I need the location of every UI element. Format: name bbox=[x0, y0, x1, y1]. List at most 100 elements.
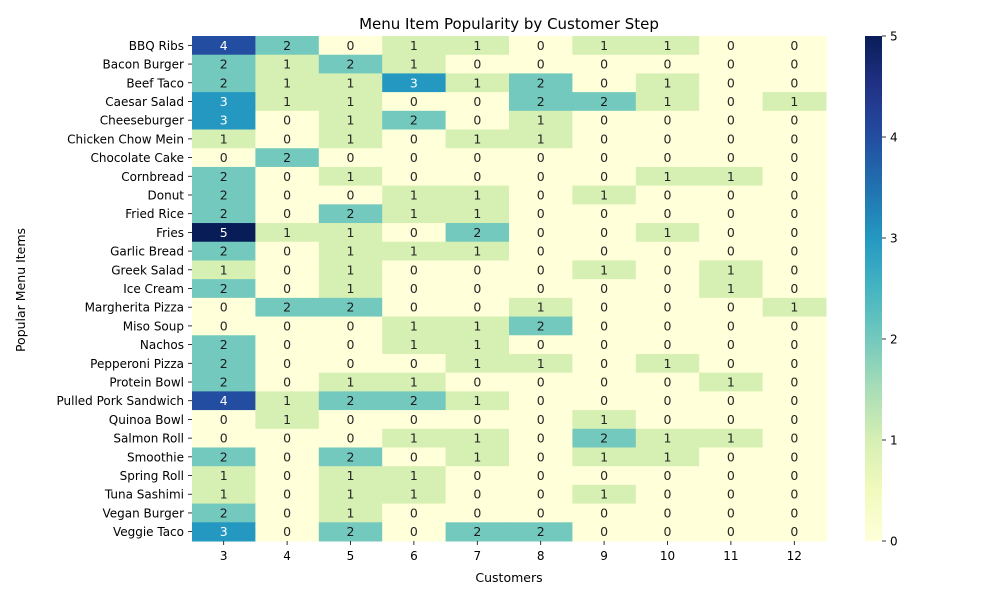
y-tick-labels: BBQ Ribs Bacon Burger Beef Taco Caesar Sala… bbox=[56, 39, 192, 539]
y-tick-label: BBQ Ribs bbox=[129, 39, 184, 53]
cell-value-label: 0 bbox=[220, 150, 228, 165]
heatmap-cell bbox=[382, 185, 447, 205]
cell-value-label: 0 bbox=[600, 113, 608, 128]
y-tick-label: Donut bbox=[148, 188, 185, 202]
cell-value-label: 0 bbox=[664, 113, 672, 128]
cell-value-label: 0 bbox=[347, 356, 355, 371]
cell-value-label: 2 bbox=[220, 75, 228, 90]
cell-value-label: 0 bbox=[664, 262, 672, 277]
heatmap-cell bbox=[445, 279, 510, 299]
cell-value-label: 4 bbox=[220, 393, 228, 408]
heatmap-cell bbox=[635, 241, 700, 261]
heatmap-cell bbox=[192, 522, 256, 542]
cell-value-label: 0 bbox=[537, 169, 545, 184]
cell-value-label: 0 bbox=[410, 262, 418, 277]
cell-value-label: 0 bbox=[537, 468, 545, 483]
heatmap-cell bbox=[699, 204, 764, 224]
cell-value-label: 0 bbox=[727, 318, 735, 333]
cell-value-label: 2 bbox=[347, 524, 355, 539]
cell-value-label: 2 bbox=[537, 524, 545, 539]
y-tick-label: Fried Rice bbox=[125, 207, 184, 221]
y-tick-label: Chicken Chow Mein bbox=[67, 132, 184, 146]
cell-value-label: 2 bbox=[220, 169, 228, 184]
cell-value-label: 1 bbox=[537, 113, 545, 128]
heatmap-cell bbox=[318, 410, 383, 430]
cell-value-label: 0 bbox=[473, 468, 481, 483]
cell-value-label: 0 bbox=[473, 113, 481, 128]
heatmap-cell bbox=[318, 148, 383, 168]
cell-value-label: 2 bbox=[220, 244, 228, 259]
colorbar-tick-label: 5 bbox=[890, 30, 898, 44]
heatmap-cell bbox=[318, 316, 383, 336]
heatmap-cell bbox=[192, 503, 256, 523]
heatmap-cell bbox=[509, 148, 573, 168]
cell-value-label: 1 bbox=[473, 431, 481, 446]
heatmap-cell bbox=[445, 185, 510, 205]
heatmap-cell bbox=[445, 353, 510, 374]
cell-value-label: 1 bbox=[473, 244, 481, 259]
cell-value-label: 2 bbox=[220, 187, 228, 202]
cell-value-label: 0 bbox=[600, 337, 608, 352]
heatmap-cell bbox=[572, 166, 637, 187]
cell-value-label: 1 bbox=[347, 113, 355, 128]
cell-value-label: 2 bbox=[283, 150, 291, 165]
colorbar-tick-label: 4 bbox=[890, 131, 898, 145]
cell-value-label: 1 bbox=[473, 337, 481, 352]
heatmap-cell bbox=[572, 185, 637, 205]
heatmap-cell bbox=[382, 466, 447, 486]
heatmap-cell bbox=[318, 428, 383, 448]
cell-value-label: 0 bbox=[410, 505, 418, 520]
cell-value-label: 0 bbox=[347, 150, 355, 165]
heatmap-cell bbox=[255, 391, 320, 411]
cell-value-label: 0 bbox=[537, 487, 545, 502]
heatmap-cell bbox=[635, 148, 700, 168]
cell-value-label: 0 bbox=[347, 337, 355, 352]
cell-value-label: 0 bbox=[664, 281, 672, 296]
cell-value-label: 0 bbox=[283, 524, 291, 539]
heatmap-cell bbox=[509, 129, 573, 149]
heatmap-cell bbox=[318, 223, 383, 243]
heatmap-cell bbox=[445, 335, 510, 355]
heatmap-cell bbox=[635, 279, 700, 299]
y-tick-label: Cheeseburger bbox=[100, 114, 184, 128]
cell-value-label: 0 bbox=[790, 262, 798, 277]
heatmap-cell bbox=[318, 110, 383, 131]
cell-value-label: 0 bbox=[727, 449, 735, 464]
cell-value-label: 1 bbox=[473, 187, 481, 202]
cell-value-label: 0 bbox=[664, 487, 672, 502]
cell-value-label: 1 bbox=[600, 262, 608, 277]
y-tick-label: Nachos bbox=[140, 338, 184, 352]
heatmap-cell bbox=[762, 372, 827, 392]
heatmap-cell bbox=[382, 223, 447, 243]
heatmap-cell bbox=[762, 335, 827, 355]
cell-value-label: 0 bbox=[727, 505, 735, 520]
heatmap-cell bbox=[192, 466, 256, 486]
cell-value-label: 0 bbox=[537, 281, 545, 296]
heatmap-cell bbox=[762, 484, 827, 505]
heatmap-cell bbox=[509, 428, 573, 448]
heatmap-cell bbox=[318, 353, 383, 374]
heatmap-cell bbox=[762, 54, 827, 74]
cell-value-label: 0 bbox=[537, 38, 545, 53]
cell-value-label: 5 bbox=[220, 225, 228, 240]
heatmap-cell bbox=[509, 353, 573, 374]
heatmap-cell bbox=[318, 297, 383, 318]
heatmap-cell bbox=[255, 335, 320, 355]
heatmap-cell bbox=[255, 316, 320, 336]
heatmap-cell bbox=[699, 73, 764, 93]
heatmap-cell bbox=[509, 204, 573, 224]
cell-value-label: 0 bbox=[790, 150, 798, 165]
heatmap-cell bbox=[509, 223, 573, 243]
heatmap-cell bbox=[382, 522, 447, 542]
x-tick-label: 5 bbox=[347, 549, 355, 563]
heatmap-cell bbox=[445, 92, 510, 112]
cell-value-label: 1 bbox=[473, 318, 481, 333]
cell-value-label: 2 bbox=[410, 393, 418, 408]
cell-value-label: 1 bbox=[473, 131, 481, 146]
cell-value-label: 0 bbox=[347, 412, 355, 427]
cell-value-label: 0 bbox=[727, 113, 735, 128]
heatmap-cell bbox=[762, 110, 827, 131]
cell-value-label: 0 bbox=[727, 75, 735, 90]
cell-value-label: 2 bbox=[220, 57, 228, 72]
cell-value-label: 0 bbox=[600, 206, 608, 221]
